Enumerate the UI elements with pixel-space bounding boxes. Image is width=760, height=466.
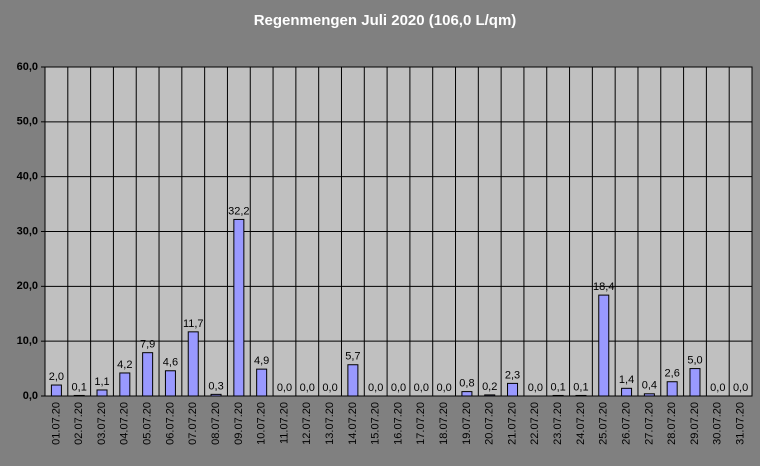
x-tick-label: 09.07.20 — [233, 402, 245, 445]
value-label: 0,0 — [322, 382, 337, 394]
bar — [484, 394, 496, 397]
bar — [621, 387, 633, 397]
value-label: 4,2 — [117, 359, 132, 371]
value-label: 0,0 — [391, 382, 406, 394]
bar — [689, 368, 701, 397]
value-label: 5,0 — [687, 354, 702, 366]
value-label: 1,1 — [94, 376, 109, 388]
x-tick-label: 16.07.20 — [392, 402, 404, 445]
x-tick-label: 10.07.20 — [256, 402, 268, 445]
value-label: 0,2 — [482, 381, 497, 393]
x-tick-label: 13.07.20 — [324, 402, 336, 445]
x-tick-label: 20.07.20 — [484, 402, 496, 445]
x-tick-label: 25.07.20 — [598, 402, 610, 445]
value-label: 7,9 — [140, 339, 155, 351]
x-tick-label: 31.07.20 — [735, 402, 747, 445]
x-tick-label: 21.07.20 — [506, 402, 518, 445]
value-label: 0,1 — [573, 381, 588, 393]
bar — [256, 368, 268, 397]
x-tick-label: 27.07.20 — [643, 402, 655, 445]
x-tick-label: 19.07.20 — [461, 402, 473, 445]
x-tick-label: 02.07.20 — [73, 402, 85, 445]
x-tick-label: 24.07.20 — [575, 402, 587, 445]
y-tick-label: 0,0 — [23, 390, 38, 402]
x-tick-label: 06.07.20 — [164, 402, 176, 445]
x-tick-label: 14.07.20 — [347, 402, 359, 445]
value-label: 1,4 — [619, 374, 634, 386]
x-tick-label: 29.07.20 — [689, 402, 701, 445]
value-label: 32,2 — [228, 205, 249, 217]
value-label: 4,9 — [254, 355, 269, 367]
x-tick-label: 03.07.20 — [96, 402, 108, 445]
value-label: 11,7 — [183, 318, 204, 330]
x-tick-label: 18.07.20 — [438, 402, 450, 445]
value-label: 0,0 — [733, 382, 748, 394]
x-tick-label: 26.07.20 — [620, 402, 632, 445]
x-tick-label: 15.07.20 — [370, 402, 382, 445]
value-label: 2,3 — [505, 369, 520, 381]
bar — [507, 382, 519, 397]
value-label: 0,0 — [300, 382, 315, 394]
x-tick-label: 11.07.20 — [278, 402, 290, 444]
x-tick-label: 28.07.20 — [666, 402, 678, 445]
value-label: 0,1 — [550, 381, 565, 393]
bar — [461, 391, 473, 397]
bar — [575, 394, 587, 397]
value-label: 2,0 — [49, 371, 64, 383]
bar — [164, 370, 176, 397]
bar — [233, 218, 245, 397]
value-label: 0,0 — [710, 382, 725, 394]
value-label: 0,0 — [436, 382, 451, 394]
value-label: 0,0 — [277, 382, 292, 394]
bar — [552, 394, 564, 397]
bar — [643, 393, 655, 397]
value-label: 4,6 — [163, 357, 178, 369]
value-label: 0,3 — [208, 380, 223, 392]
bar — [50, 384, 62, 397]
bar — [187, 331, 199, 397]
y-tick-label: 30,0 — [17, 225, 38, 237]
x-tick-label: 30.07.20 — [712, 402, 724, 445]
value-label: 0,0 — [368, 382, 383, 394]
x-tick-label: 04.07.20 — [119, 402, 131, 445]
bar — [598, 294, 610, 397]
value-label: 2,6 — [665, 368, 680, 380]
bar — [73, 394, 85, 397]
bar — [96, 389, 108, 397]
x-tick-label: 07.07.20 — [187, 402, 199, 445]
y-tick-label: 10,0 — [17, 335, 38, 347]
y-tick-label: 50,0 — [17, 116, 38, 128]
bar — [210, 393, 222, 397]
value-label: 18,4 — [593, 281, 614, 293]
bar — [119, 372, 131, 397]
y-tick-label: 20,0 — [17, 280, 38, 292]
y-tick-label: 60,0 — [17, 61, 38, 73]
x-tick-label: 08.07.20 — [210, 402, 222, 445]
x-tick-label: 23.07.20 — [552, 402, 564, 445]
bar — [142, 352, 154, 397]
value-label: 0,1 — [72, 381, 87, 393]
x-tick-label: 22.07.20 — [529, 402, 541, 445]
x-tick-label: 05.07.20 — [142, 402, 154, 445]
value-label: 0,4 — [642, 380, 657, 392]
x-tick-label: 12.07.20 — [301, 402, 313, 445]
x-tick-label: 17.07.20 — [415, 402, 427, 445]
bar — [347, 364, 359, 397]
value-label: 5,7 — [345, 351, 360, 363]
value-label: 0,0 — [414, 382, 429, 394]
value-label: 0,8 — [459, 378, 474, 390]
x-tick-label: 01.07.20 — [50, 402, 62, 445]
chart-title: Regenmengen Juli 2020 (106,0 L/qm) — [254, 12, 517, 29]
bar — [666, 381, 678, 397]
value-label: 0,0 — [528, 382, 543, 394]
y-tick-label: 40,0 — [17, 171, 38, 183]
